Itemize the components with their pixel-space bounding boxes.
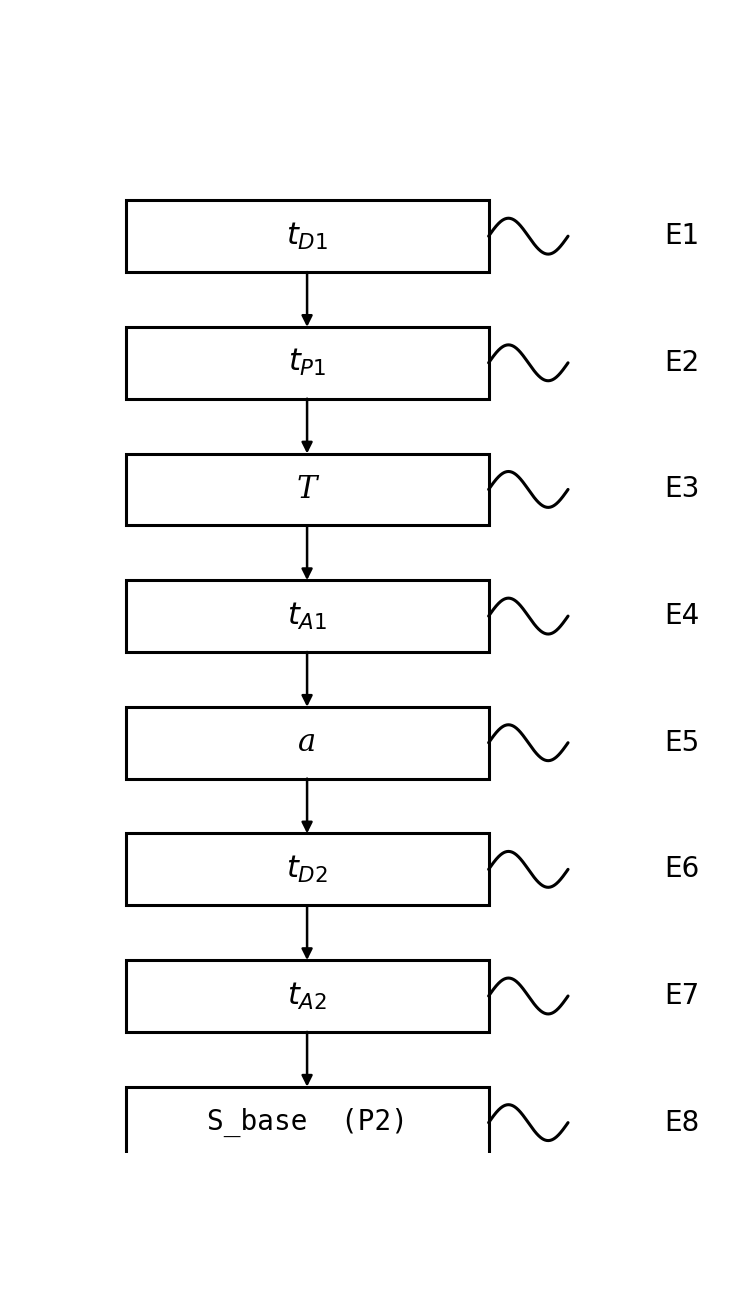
Text: E1: E1 [665,223,700,250]
Text: E6: E6 [665,856,700,883]
Text: $t_{A2}$: $t_{A2}$ [287,980,327,1011]
FancyBboxPatch shape [126,326,489,399]
FancyBboxPatch shape [126,960,489,1032]
Text: E5: E5 [665,729,700,756]
FancyBboxPatch shape [126,834,489,905]
FancyBboxPatch shape [126,580,489,651]
Text: $t_{A1}$: $t_{A1}$ [287,601,327,632]
FancyBboxPatch shape [126,201,489,272]
Text: a: a [298,728,316,758]
Text: E2: E2 [665,348,700,377]
Text: S_base  (P2): S_base (P2) [206,1109,408,1137]
Text: E3: E3 [665,475,700,504]
FancyBboxPatch shape [126,707,489,778]
Text: E7: E7 [665,982,700,1010]
Text: T: T [297,474,317,505]
Text: E4: E4 [665,602,700,631]
Text: $t_{D2}$: $t_{D2}$ [286,853,328,884]
Text: $t_{P1}$: $t_{P1}$ [288,347,326,378]
FancyBboxPatch shape [126,453,489,526]
FancyBboxPatch shape [126,1087,489,1159]
Text: E8: E8 [665,1109,700,1137]
Text: $t_{D1}$: $t_{D1}$ [286,220,328,251]
